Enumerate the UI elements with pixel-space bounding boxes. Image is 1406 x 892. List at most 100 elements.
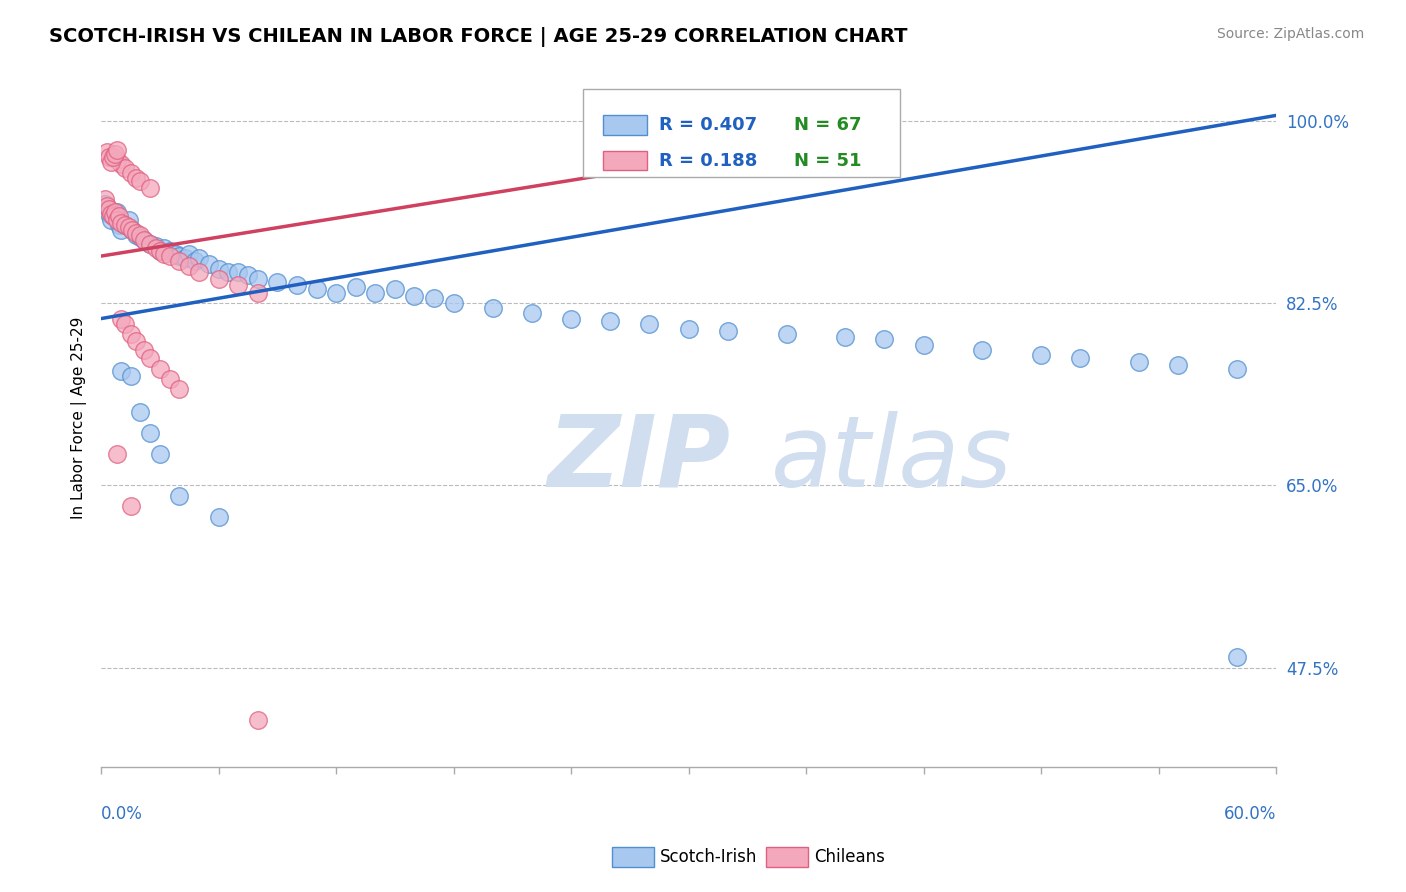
Point [246, 272, 269, 286]
Text: N = 67: N = 67 [794, 116, 862, 134]
Point [404, 288, 426, 302]
Point [114, 218, 136, 232]
Point [152, 247, 174, 261]
Point [100, 155, 122, 169]
Point [120, 327, 142, 342]
Point [125, 228, 148, 243]
Point [96, 199, 118, 213]
Point [1128, 355, 1150, 369]
Point [775, 327, 797, 342]
Point [207, 261, 229, 276]
Point [120, 368, 142, 383]
Point [104, 207, 127, 221]
Point [121, 223, 143, 237]
Point [152, 241, 174, 255]
Point [834, 330, 856, 344]
Point [236, 268, 259, 282]
Point [285, 278, 308, 293]
Point [97, 202, 120, 217]
Point [107, 218, 129, 232]
Point [110, 157, 132, 171]
Point [120, 499, 142, 513]
Point [96, 202, 118, 217]
Point [101, 210, 124, 224]
Point [873, 333, 896, 347]
Point [174, 251, 197, 265]
Point [114, 317, 136, 331]
Point [344, 280, 367, 294]
Point [134, 343, 156, 357]
Point [169, 383, 191, 397]
Point [159, 372, 181, 386]
Point [179, 247, 201, 261]
Point [134, 234, 156, 248]
Point [1226, 650, 1249, 665]
Point [165, 247, 187, 261]
Point [139, 181, 162, 195]
Point [117, 219, 139, 234]
Point [114, 161, 136, 175]
Point [159, 244, 181, 258]
Point [105, 212, 128, 227]
FancyBboxPatch shape [583, 89, 900, 177]
Point [717, 324, 740, 338]
Point [134, 234, 156, 248]
Point [169, 254, 191, 268]
Point [110, 216, 132, 230]
Text: R = 0.188: R = 0.188 [659, 152, 758, 169]
Point [94, 192, 117, 206]
Point [97, 150, 120, 164]
Point [110, 311, 132, 326]
Point [169, 249, 191, 263]
Point [97, 207, 120, 221]
Point [912, 337, 935, 351]
FancyBboxPatch shape [603, 151, 648, 170]
Point [638, 317, 661, 331]
Text: N = 51: N = 51 [794, 152, 862, 169]
Point [246, 285, 269, 300]
Point [114, 218, 136, 232]
Point [129, 405, 152, 419]
Point [100, 212, 122, 227]
Point [94, 197, 117, 211]
FancyBboxPatch shape [603, 115, 648, 135]
Point [207, 272, 229, 286]
Point [117, 212, 139, 227]
Point [325, 285, 347, 300]
Point [121, 223, 143, 237]
Point [129, 174, 152, 188]
Point [179, 260, 201, 274]
Point [217, 265, 239, 279]
Text: Scotch-Irish: Scotch-Irish [659, 848, 756, 866]
Point [1029, 348, 1052, 362]
Point [972, 343, 994, 357]
Text: Source: ZipAtlas.com: Source: ZipAtlas.com [1216, 27, 1364, 41]
Point [266, 275, 288, 289]
Point [125, 170, 148, 185]
Point [110, 364, 132, 378]
Point [423, 291, 446, 305]
Point [1167, 359, 1189, 373]
Point [105, 205, 128, 219]
Point [1226, 361, 1249, 376]
Point [120, 166, 142, 180]
Point [125, 334, 148, 349]
Point [207, 509, 229, 524]
Point [96, 145, 118, 159]
Text: atlas: atlas [770, 411, 1012, 508]
Point [110, 223, 132, 237]
Point [520, 306, 543, 320]
Point [139, 236, 162, 251]
Point [139, 236, 162, 251]
Point [149, 244, 172, 258]
Point [246, 713, 269, 727]
Point [149, 244, 172, 258]
Point [107, 210, 129, 224]
Text: 0.0%: 0.0% [101, 805, 143, 823]
Point [125, 226, 148, 240]
Point [443, 296, 465, 310]
Point [105, 153, 128, 168]
Point [226, 278, 249, 293]
Text: SCOTCH-IRISH VS CHILEAN IN LABOR FORCE | AGE 25-29 CORRELATION CHART: SCOTCH-IRISH VS CHILEAN IN LABOR FORCE |… [49, 27, 908, 46]
Point [104, 147, 127, 161]
